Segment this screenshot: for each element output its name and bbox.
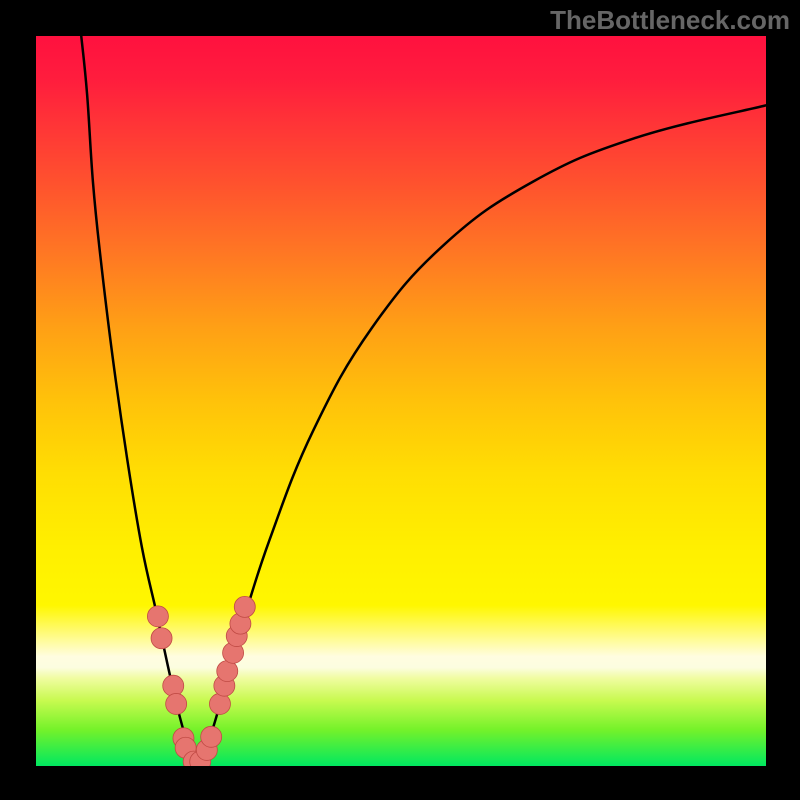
data-marker — [217, 661, 238, 682]
watermark-text: TheBottleneck.com — [550, 5, 790, 36]
data-marker — [166, 693, 187, 714]
data-marker — [201, 726, 222, 747]
data-marker — [151, 628, 172, 649]
bottleneck-chart-svg — [36, 36, 766, 766]
data-marker — [147, 606, 168, 627]
chart-frame: TheBottleneck.com — [0, 0, 800, 800]
data-marker — [163, 675, 184, 696]
plot-area — [36, 36, 766, 766]
data-marker — [209, 693, 230, 714]
data-marker — [234, 596, 255, 617]
gradient-background — [36, 36, 766, 766]
